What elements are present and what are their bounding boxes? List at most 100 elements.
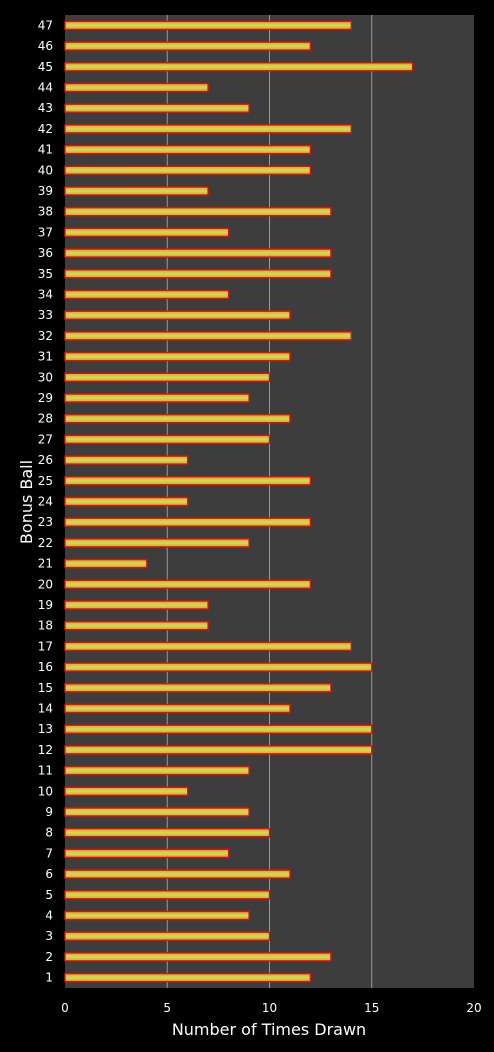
y-tick-label: 34 — [38, 288, 53, 302]
bar-bonus-ball-44 — [64, 82, 209, 93]
x-tick-label: 15 — [364, 1001, 379, 1015]
y-tick-label: 23 — [38, 515, 53, 529]
y-tick-label: 2 — [45, 950, 53, 964]
y-tick-label: 37 — [38, 225, 53, 239]
bar-bonus-ball-21 — [64, 558, 148, 569]
bar-bonus-ball-20 — [64, 579, 312, 589]
y-tick-label: 26 — [38, 453, 53, 467]
bar-bonus-ball-43 — [64, 103, 250, 113]
bar-bonus-ball-17 — [64, 641, 352, 652]
bar-bonus-ball-3 — [64, 931, 271, 941]
bar-bonus-ball-35 — [64, 269, 332, 279]
bar-bonus-ball-30 — [64, 372, 271, 382]
y-tick-label: 32 — [38, 329, 53, 343]
bar-bonus-ball-29 — [64, 393, 250, 403]
y-tick-label: 22 — [38, 536, 53, 550]
y-tick-label: 16 — [38, 660, 53, 674]
y-tick-label: 29 — [38, 391, 53, 405]
y-tick-label: 39 — [38, 184, 53, 198]
bar-bonus-ball-10 — [64, 786, 189, 796]
bar-bonus-ball-27 — [64, 434, 271, 445]
bar-bonus-ball-11 — [64, 765, 250, 776]
bar-bonus-ball-41 — [64, 144, 312, 155]
bars — [64, 20, 414, 983]
x-tick-labels: 0 5 10 15 20 — [61, 1001, 481, 1015]
bar-bonus-ball-38 — [64, 206, 332, 217]
y-tick-label: 8 — [45, 826, 53, 840]
y-tick-label: 28 — [38, 412, 53, 426]
bar-bonus-ball-8 — [64, 828, 271, 838]
y-tick-label: 21 — [38, 557, 53, 571]
bar-bonus-ball-36 — [64, 248, 332, 258]
y-tick-label: 3 — [45, 929, 53, 943]
y-tick-label: 5 — [45, 888, 53, 902]
y-tick-label: 42 — [38, 122, 53, 136]
y-tick-label: 18 — [38, 619, 53, 633]
bar-bonus-ball-19 — [64, 600, 209, 610]
bar-bonus-ball-7 — [64, 848, 230, 859]
y-tick-label: 12 — [38, 743, 53, 757]
x-tick-label: 20 — [466, 1001, 481, 1015]
bar-bonus-ball-4 — [64, 910, 250, 921]
y-tick-label: 11 — [38, 764, 53, 778]
bar-bonus-ball-6 — [64, 869, 291, 879]
y-tick-labels: 1234567891011121314151617181920212223242… — [38, 18, 53, 984]
y-tick-label: 35 — [38, 267, 53, 281]
y-tick-label: 14 — [38, 702, 53, 716]
bar-bonus-ball-5 — [64, 890, 271, 900]
y-tick-label: 46 — [38, 39, 53, 53]
y-tick-label: 19 — [38, 598, 53, 612]
bar-bonus-ball-9 — [64, 807, 250, 817]
bar-bonus-ball-32 — [64, 331, 352, 341]
y-tick-label: 7 — [45, 846, 53, 860]
y-tick-label: 30 — [38, 370, 53, 384]
y-tick-label: 1 — [45, 971, 53, 985]
y-tick-label: 13 — [38, 722, 53, 736]
bar-bonus-ball-18 — [64, 621, 209, 631]
bar-bonus-ball-23 — [64, 517, 312, 527]
bar-bonus-ball-39 — [64, 186, 209, 196]
bar-bonus-ball-47 — [64, 20, 352, 31]
bar-bonus-ball-25 — [64, 476, 312, 486]
x-tick-label: 10 — [262, 1001, 277, 1015]
y-tick-label: 24 — [38, 495, 53, 509]
y-tick-label: 4 — [45, 909, 53, 923]
y-tick-label: 20 — [38, 577, 53, 591]
bar-bonus-ball-15 — [64, 683, 332, 693]
bar-bonus-ball-28 — [64, 414, 291, 424]
y-axis-title: Bonus Ball — [17, 460, 36, 544]
bar-bonus-ball-22 — [64, 538, 250, 548]
bar-bonus-ball-33 — [64, 310, 291, 320]
bar-bonus-ball-42 — [64, 124, 352, 134]
y-tick-label: 41 — [38, 143, 53, 157]
bar-bonus-ball-37 — [64, 227, 230, 238]
bar-bonus-ball-46 — [64, 41, 312, 51]
y-tick-label: 45 — [38, 60, 53, 74]
y-tick-label: 27 — [38, 432, 53, 446]
y-tick-label: 9 — [45, 805, 53, 819]
bar-bonus-ball-26 — [64, 455, 189, 465]
bar-bonus-ball-45 — [64, 62, 414, 72]
y-tick-label: 31 — [38, 350, 53, 364]
y-tick-label: 6 — [45, 867, 53, 881]
y-tick-label: 33 — [38, 308, 53, 322]
y-tick-label: 44 — [38, 81, 53, 95]
y-tick-label: 36 — [38, 246, 53, 260]
bar-bonus-ball-1 — [64, 972, 312, 983]
x-tick-label: 0 — [61, 1001, 69, 1015]
y-tick-label: 38 — [38, 205, 53, 219]
y-tick-label: 47 — [38, 18, 53, 32]
x-axis-title: Number of Times Drawn — [172, 1020, 366, 1039]
bar-bonus-ball-16 — [64, 662, 373, 672]
y-tick-label: 25 — [38, 474, 53, 488]
bar-bonus-ball-40 — [64, 165, 312, 176]
y-tick-label: 43 — [38, 101, 53, 115]
bar-bonus-ball-14 — [64, 703, 291, 714]
bar-bonus-ball-2 — [64, 952, 332, 962]
bar-bonus-ball-12 — [64, 745, 373, 755]
bar-bonus-ball-34 — [64, 289, 230, 300]
x-tick-label: 5 — [163, 1001, 171, 1015]
y-tick-label: 15 — [38, 681, 53, 695]
y-tick-label: 17 — [38, 639, 53, 653]
